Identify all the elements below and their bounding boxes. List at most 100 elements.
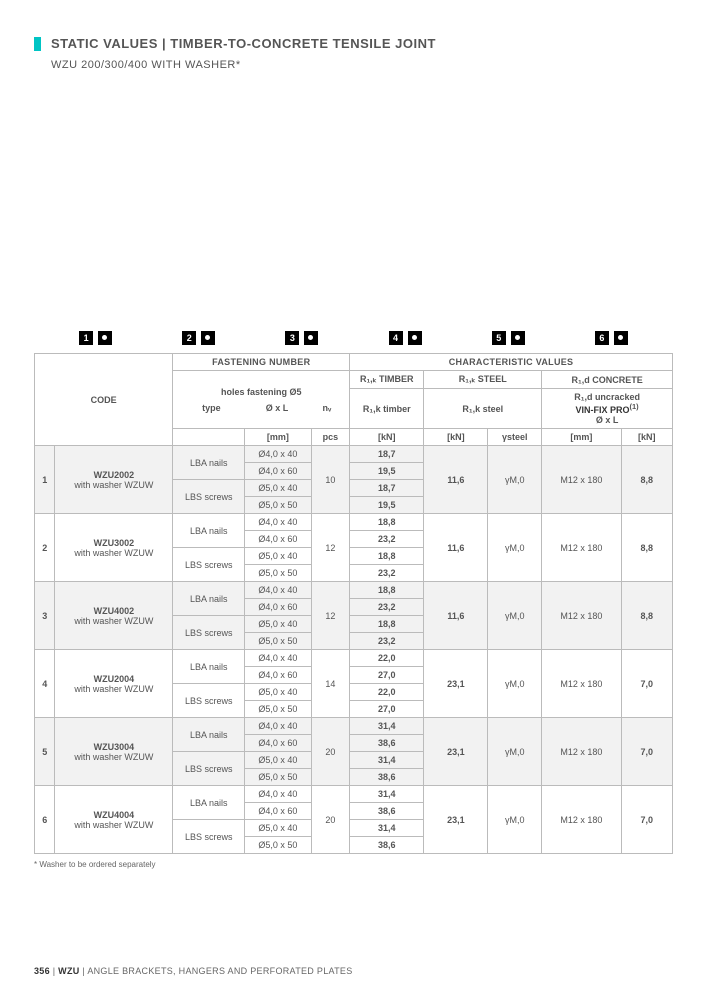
- timber-val: 27,0: [350, 701, 424, 718]
- diagram-num-square: 3: [285, 331, 299, 345]
- code-cell: WZU2004with washer WZUW: [55, 650, 173, 718]
- oxl-cell: Ø5,0 x 40: [245, 480, 312, 497]
- timber-val: 38,6: [350, 803, 424, 820]
- oxl-cell: Ø4,0 x 60: [245, 803, 312, 820]
- gamma-val: γM,0: [488, 718, 542, 786]
- timber-val: 31,4: [350, 718, 424, 735]
- conc-oxl: M12 x 180: [542, 718, 621, 786]
- oxl-cell: Ø5,0 x 40: [245, 820, 312, 837]
- th-steel-top: R₁,ₖ STEEL: [424, 371, 542, 389]
- code-cell: WZU3002with washer WZUW: [55, 514, 173, 582]
- u-kn2: [kN]: [424, 429, 488, 446]
- timber-val: 18,8: [350, 582, 424, 599]
- oxl-cell: Ø4,0 x 40: [245, 786, 312, 803]
- fast-type: LBS screws: [173, 820, 245, 854]
- conc-oxl: M12 x 180: [542, 514, 621, 582]
- footer-code: WZU: [58, 966, 79, 976]
- u-mm2: [mm]: [542, 429, 621, 446]
- gamma-val: γM,0: [488, 650, 542, 718]
- diagram-num: 1: [79, 331, 112, 345]
- th-conc-line2: VIN-FIX PRO: [576, 405, 630, 415]
- oxl-cell: Ø5,0 x 50: [245, 701, 312, 718]
- th-concrete-sub: R₁,d uncracked VIN-FIX PRO(1) Ø x L: [542, 389, 673, 429]
- steel-val: 11,6: [424, 582, 488, 650]
- oxl-cell: Ø4,0 x 60: [245, 667, 312, 684]
- th-concrete-top: R₁,d CONCRETE: [542, 371, 673, 389]
- page-footer: 356 | WZU | ANGLE BRACKETS, HANGERS AND …: [34, 966, 353, 976]
- oxl-cell: Ø5,0 x 50: [245, 769, 312, 786]
- fast-type: LBS screws: [173, 752, 245, 786]
- steel-val: 11,6: [424, 514, 488, 582]
- timber-val: 23,2: [350, 565, 424, 582]
- page-title: STATIC VALUES | TIMBER-TO-CONCRETE TENSI…: [51, 36, 436, 51]
- diagram-placeholder: [34, 91, 673, 321]
- timber-val: 31,4: [350, 752, 424, 769]
- oxl-cell: Ø4,0 x 40: [245, 446, 312, 463]
- code-cell: WZU4004with washer WZUW: [55, 786, 173, 854]
- fast-type: LBA nails: [173, 786, 245, 820]
- steel-val: 23,1: [424, 650, 488, 718]
- diagram-num: 4: [389, 331, 422, 345]
- gamma-val: γM,0: [488, 582, 542, 650]
- row-index: 2: [35, 514, 55, 582]
- code-cell: WZU3004with washer WZUW: [55, 718, 173, 786]
- th-steel-sub: R₁,k steel: [424, 389, 542, 429]
- oxl-cell: Ø4,0 x 40: [245, 650, 312, 667]
- gamma-val: γM,0: [488, 514, 542, 582]
- th-oxl: Ø x L: [245, 403, 308, 413]
- nv-cell: 12: [311, 582, 349, 650]
- timber-val: 38,6: [350, 735, 424, 752]
- timber-val: 18,7: [350, 480, 424, 497]
- timber-val: 18,8: [350, 616, 424, 633]
- timber-val: 38,6: [350, 837, 424, 854]
- gamma-val: γM,0: [488, 786, 542, 854]
- conc-oxl: M12 x 180: [542, 582, 621, 650]
- th-fastening: FASTENING NUMBER: [173, 354, 350, 371]
- oxl-cell: Ø4,0 x 40: [245, 582, 312, 599]
- oxl-cell: Ø4,0 x 60: [245, 735, 312, 752]
- conc-kn: 8,8: [621, 446, 672, 514]
- oxl-cell: Ø5,0 x 50: [245, 565, 312, 582]
- target-icon: [614, 331, 628, 345]
- conc-oxl: M12 x 180: [542, 650, 621, 718]
- oxl-cell: Ø4,0 x 60: [245, 599, 312, 616]
- u-gamma: γsteel: [488, 429, 542, 446]
- timber-val: 19,5: [350, 497, 424, 514]
- th-nv: nᵥ: [309, 403, 345, 413]
- row-index: 4: [35, 650, 55, 718]
- timber-val: 18,8: [350, 548, 424, 565]
- diagram-num-square: 1: [79, 331, 93, 345]
- oxl-cell: Ø5,0 x 40: [245, 752, 312, 769]
- footer-rest: | ANGLE BRACKETS, HANGERS AND PERFORATED…: [80, 966, 353, 976]
- code-cell: WZU4002with washer WZUW: [55, 582, 173, 650]
- target-icon: [98, 331, 112, 345]
- conc-kn: 7,0: [621, 718, 672, 786]
- diagram-num: 5: [492, 331, 525, 345]
- static-values-table: CODE FASTENING NUMBER CHARACTERISTIC VAL…: [34, 353, 673, 854]
- timber-val: 31,4: [350, 820, 424, 837]
- th-timber-sub: R₁,k timber: [350, 389, 424, 429]
- oxl-cell: Ø5,0 x 40: [245, 684, 312, 701]
- conc-oxl: M12 x 180: [542, 786, 621, 854]
- target-icon: [511, 331, 525, 345]
- row-index: 5: [35, 718, 55, 786]
- diagram-num: 2: [182, 331, 215, 345]
- fast-type: LBS screws: [173, 684, 245, 718]
- code-cell: WZU2002with washer WZUW: [55, 446, 173, 514]
- timber-val: 18,8: [350, 514, 424, 531]
- footer-page: 356: [34, 966, 50, 976]
- diagram-num-square: 4: [389, 331, 403, 345]
- target-icon: [304, 331, 318, 345]
- nv-cell: 14: [311, 650, 349, 718]
- timber-val: 23,2: [350, 531, 424, 548]
- timber-val: 22,0: [350, 684, 424, 701]
- oxl-cell: Ø4,0 x 60: [245, 531, 312, 548]
- conc-kn: 7,0: [621, 786, 672, 854]
- nv-cell: 20: [311, 786, 349, 854]
- u-kn3: [kN]: [621, 429, 672, 446]
- timber-val: 27,0: [350, 667, 424, 684]
- th-holes-label: holes fastening Ø5: [177, 387, 345, 397]
- th-code: CODE: [35, 354, 173, 446]
- timber-val: 18,7: [350, 446, 424, 463]
- fast-type: LBS screws: [173, 616, 245, 650]
